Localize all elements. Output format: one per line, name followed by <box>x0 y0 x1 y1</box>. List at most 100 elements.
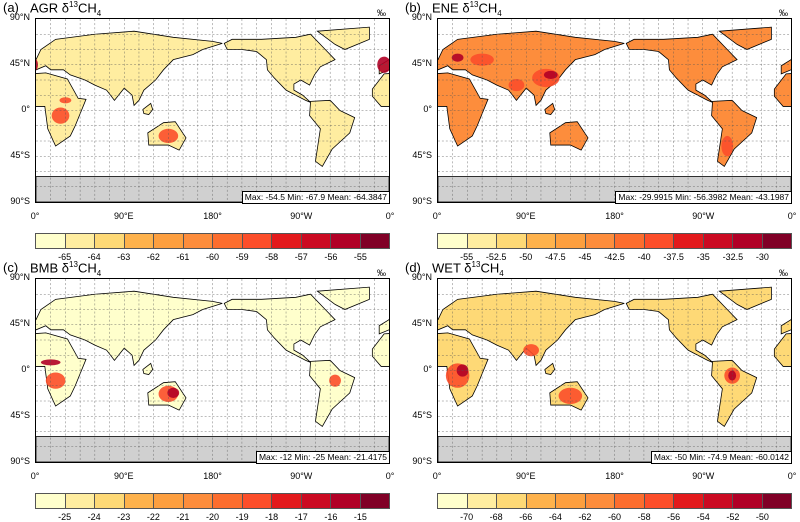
colorbar-swatch <box>644 234 674 248</box>
world-map <box>438 279 791 462</box>
unit-label: ‰ <box>377 8 386 18</box>
colorbar-swatch <box>703 234 733 248</box>
panel-label: (a) <box>3 0 19 15</box>
unit-label: ‰ <box>377 268 386 278</box>
panel-title: ENE δ13CH4 <box>432 0 502 18</box>
lon-tick-label: 90°E <box>515 211 536 221</box>
lat-tick-label: 45°S <box>10 410 30 420</box>
colorbar-tick-label: -32.5 <box>722 252 744 262</box>
map-panel-ene: (b) ENE δ13CH4 ‰ Max: -29.9915 Min: -56.… <box>402 0 800 262</box>
colorbar-tick-label: -54 <box>696 512 710 522</box>
colorbar-swatch <box>154 234 184 248</box>
land-namerica <box>223 33 336 103</box>
emission-hotspot <box>523 344 539 357</box>
colorbar-swatch <box>65 494 95 508</box>
lat-tick-label: 0° <box>21 364 30 374</box>
land-greenland <box>718 286 772 310</box>
land-australia <box>549 121 589 151</box>
panel-label: (d) <box>405 260 421 275</box>
emission-hotspot <box>45 372 66 389</box>
land-namerica <box>625 293 738 363</box>
stats-box: Max: -50 Min: -74.9 Mean: -60.0142 <box>650 451 792 464</box>
colorbar-swatch <box>124 234 154 248</box>
colorbar-tick-label: -30 <box>755 252 769 262</box>
lat-tick-label: 45°N <box>9 58 30 68</box>
colorbar-tick-label: -15 <box>353 512 367 522</box>
colorbar-swatch <box>242 234 272 248</box>
colorbar-tick-label: -57 <box>294 252 308 262</box>
stats-box: Max: -54.5 Min: -67.9 Mean: -64.3847 <box>241 191 390 204</box>
land-borneo <box>142 362 154 376</box>
colorbar-tick-label: -62 <box>578 512 592 522</box>
lon-tick-label: 90°E <box>113 211 134 221</box>
land-greenland <box>316 26 370 50</box>
emission-hotspot <box>558 387 583 405</box>
colorbar-tick-label: -50 <box>519 252 533 262</box>
colorbar-swatch <box>65 234 95 248</box>
colorbar-tick-label: -35 <box>696 252 710 262</box>
land-africa <box>371 73 389 107</box>
lat-tick-label: 90°S <box>412 456 432 466</box>
colorbar-swatch <box>467 494 497 508</box>
lon-tick-label: 0° <box>385 211 395 221</box>
colorbar-tick-label: -70 <box>460 512 474 522</box>
colorbar-tick-label: -66 <box>519 512 533 522</box>
colorbar-swatch <box>497 234 527 248</box>
colorbar-tick-label: -24 <box>87 512 101 522</box>
land-samerica <box>711 99 758 168</box>
land-borneo <box>544 362 556 376</box>
colorbar-tick-label: -52.5 <box>485 252 507 262</box>
map-area <box>35 18 390 203</box>
land-africa <box>438 72 489 147</box>
world-map <box>36 279 389 462</box>
lon-tick-label: 180° <box>605 471 624 481</box>
land-eurasia <box>36 290 223 367</box>
map-area <box>437 278 792 463</box>
colorbar-tick-label: -25 <box>58 512 72 522</box>
lat-tick-label: 90°S <box>10 196 30 206</box>
lat-tick-label: 45°S <box>10 150 30 160</box>
lat-tick-label: 0° <box>21 104 30 114</box>
colorbar-swatch <box>556 494 586 508</box>
colorbar-tick-label: -45 <box>578 252 592 262</box>
colorbar-swatch <box>733 494 763 508</box>
lon-tick-label: 0° <box>787 211 797 221</box>
emission-hotspot <box>721 135 734 157</box>
colorbar-swatch <box>154 494 184 508</box>
land-eurasia <box>438 290 625 367</box>
colorbar-tick-label: -55 <box>460 252 474 262</box>
land-africa <box>36 332 87 407</box>
colorbar-tick-label: -65 <box>58 252 72 262</box>
colorbar-swatch <box>526 494 556 508</box>
colorbar <box>437 493 792 509</box>
colorbar-tick-label: -20 <box>205 512 220 522</box>
land-eurasia <box>36 30 223 107</box>
land-africa <box>773 73 791 107</box>
emission-hotspot <box>470 53 494 66</box>
colorbar-swatch <box>36 494 66 508</box>
land-borneo <box>142 102 154 116</box>
colorbar-swatch <box>95 234 125 248</box>
unit-label: ‰ <box>779 8 788 18</box>
lon-tick-label: 0° <box>787 471 797 481</box>
colorbar-swatch <box>301 494 331 508</box>
colorbar-tick-label: -21 <box>176 512 190 522</box>
colorbar-tick-label: -68 <box>489 512 503 522</box>
colorbar-swatch <box>585 494 615 508</box>
colorbar-swatch <box>95 494 125 508</box>
lon-tick-label: 0° <box>30 211 40 221</box>
colorbar <box>35 233 390 249</box>
colorbar-tick-label: -56 <box>324 252 338 262</box>
emission-hotspot <box>377 56 389 73</box>
colorbar-tick-label: -55 <box>353 252 367 262</box>
lat-tick-label: 90°N <box>411 12 432 22</box>
colorbar-tick-label: -52 <box>726 512 740 522</box>
lat-tick-label: 45°N <box>411 58 432 68</box>
colorbar-swatch <box>301 234 331 248</box>
lat-tick-label: 0° <box>423 364 432 374</box>
land-africa <box>773 333 791 367</box>
map-panel-agr: (a) AGR δ13CH4 ‰ Max: -54.5 Min: -67.9 M… <box>0 0 400 262</box>
land-namerica <box>223 293 336 363</box>
emission-hotspot <box>543 70 558 79</box>
emission-hotspot <box>728 370 737 381</box>
